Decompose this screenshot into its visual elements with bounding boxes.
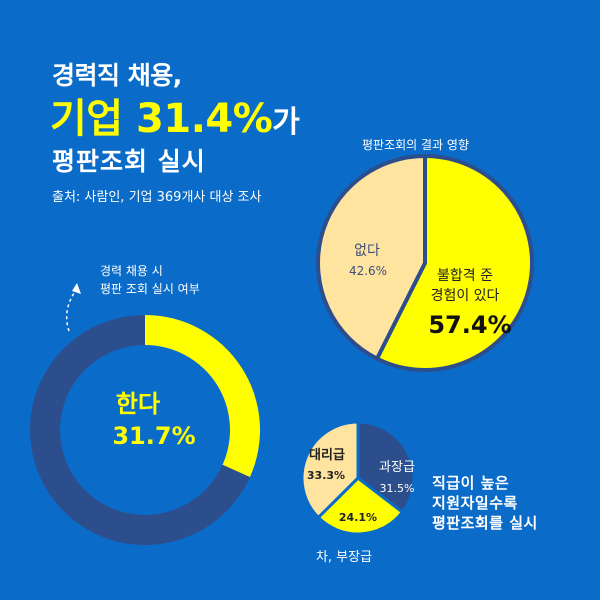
- slice-senior: [316, 476, 404, 536]
- caption-arrow: [65, 289, 77, 332]
- donut-center-value: 31.7%: [112, 422, 195, 450]
- slice-assistant-label: 대리급: [309, 447, 345, 463]
- slice-manager-value: 31.5%: [380, 482, 415, 495]
- slice-rejected-label-line-1: 불합격 준: [437, 268, 493, 284]
- slice-rejected: [375, 154, 534, 372]
- slice-assistant: [300, 420, 360, 519]
- donut-slice-yes: [145, 315, 260, 477]
- title-line-3: 평판조회 실시: [52, 147, 206, 176]
- title-line-1: 경력직 채용,: [52, 61, 182, 90]
- source-note: 출처: 사람인, 기업 369개사 대상 조사: [52, 190, 262, 205]
- description-line-2: 지원자일수록: [432, 494, 518, 512]
- title-line-2: 기업 31.4%가: [50, 86, 300, 144]
- title-suffix: 가: [272, 105, 300, 140]
- caption-arrow-head: [72, 283, 81, 294]
- slice-none: [316, 154, 427, 361]
- slice-senior-value: 24.1%: [339, 511, 377, 524]
- slice-manager-label: 과장급: [379, 460, 415, 475]
- slice-senior-label: 차, 부장급: [316, 550, 372, 565]
- donut-caption: 경력 채용 시 평판 조회 실시 여부: [100, 262, 200, 298]
- description-line-3: 평판조회를 실시: [432, 514, 538, 532]
- donut-caption-line-1: 경력 채용 시: [100, 264, 163, 278]
- slice-rejected-value: 57.4%: [428, 311, 511, 339]
- slice-none-label: 없다: [354, 243, 380, 259]
- slice-rejected-label-line-2: 경험이 있다: [431, 288, 500, 304]
- recruit-donut-chart: 한다 31.7%: [29, 315, 260, 545]
- seniority-pie-chart: 과장급 31.5% 24.1% 차, 부장급 대리급 33.3%: [300, 420, 416, 565]
- slice-none-value: 42.6%: [349, 264, 387, 278]
- title-highlight: 기업 31.4%: [50, 96, 273, 142]
- donut-caption-line-2: 평판 조회 실시 여부: [100, 282, 200, 296]
- seniority-description: 직급이 높은 지원자일수록 평판조회를 실시: [432, 473, 538, 533]
- description-line-1: 직급이 높은: [432, 474, 510, 492]
- slice-assistant-value: 33.3%: [307, 469, 345, 482]
- pie-chart-title: 평판조회의 결과 영향: [362, 138, 469, 152]
- slice-manager: [356, 420, 416, 514]
- donut-center-label: 한다: [116, 390, 160, 418]
